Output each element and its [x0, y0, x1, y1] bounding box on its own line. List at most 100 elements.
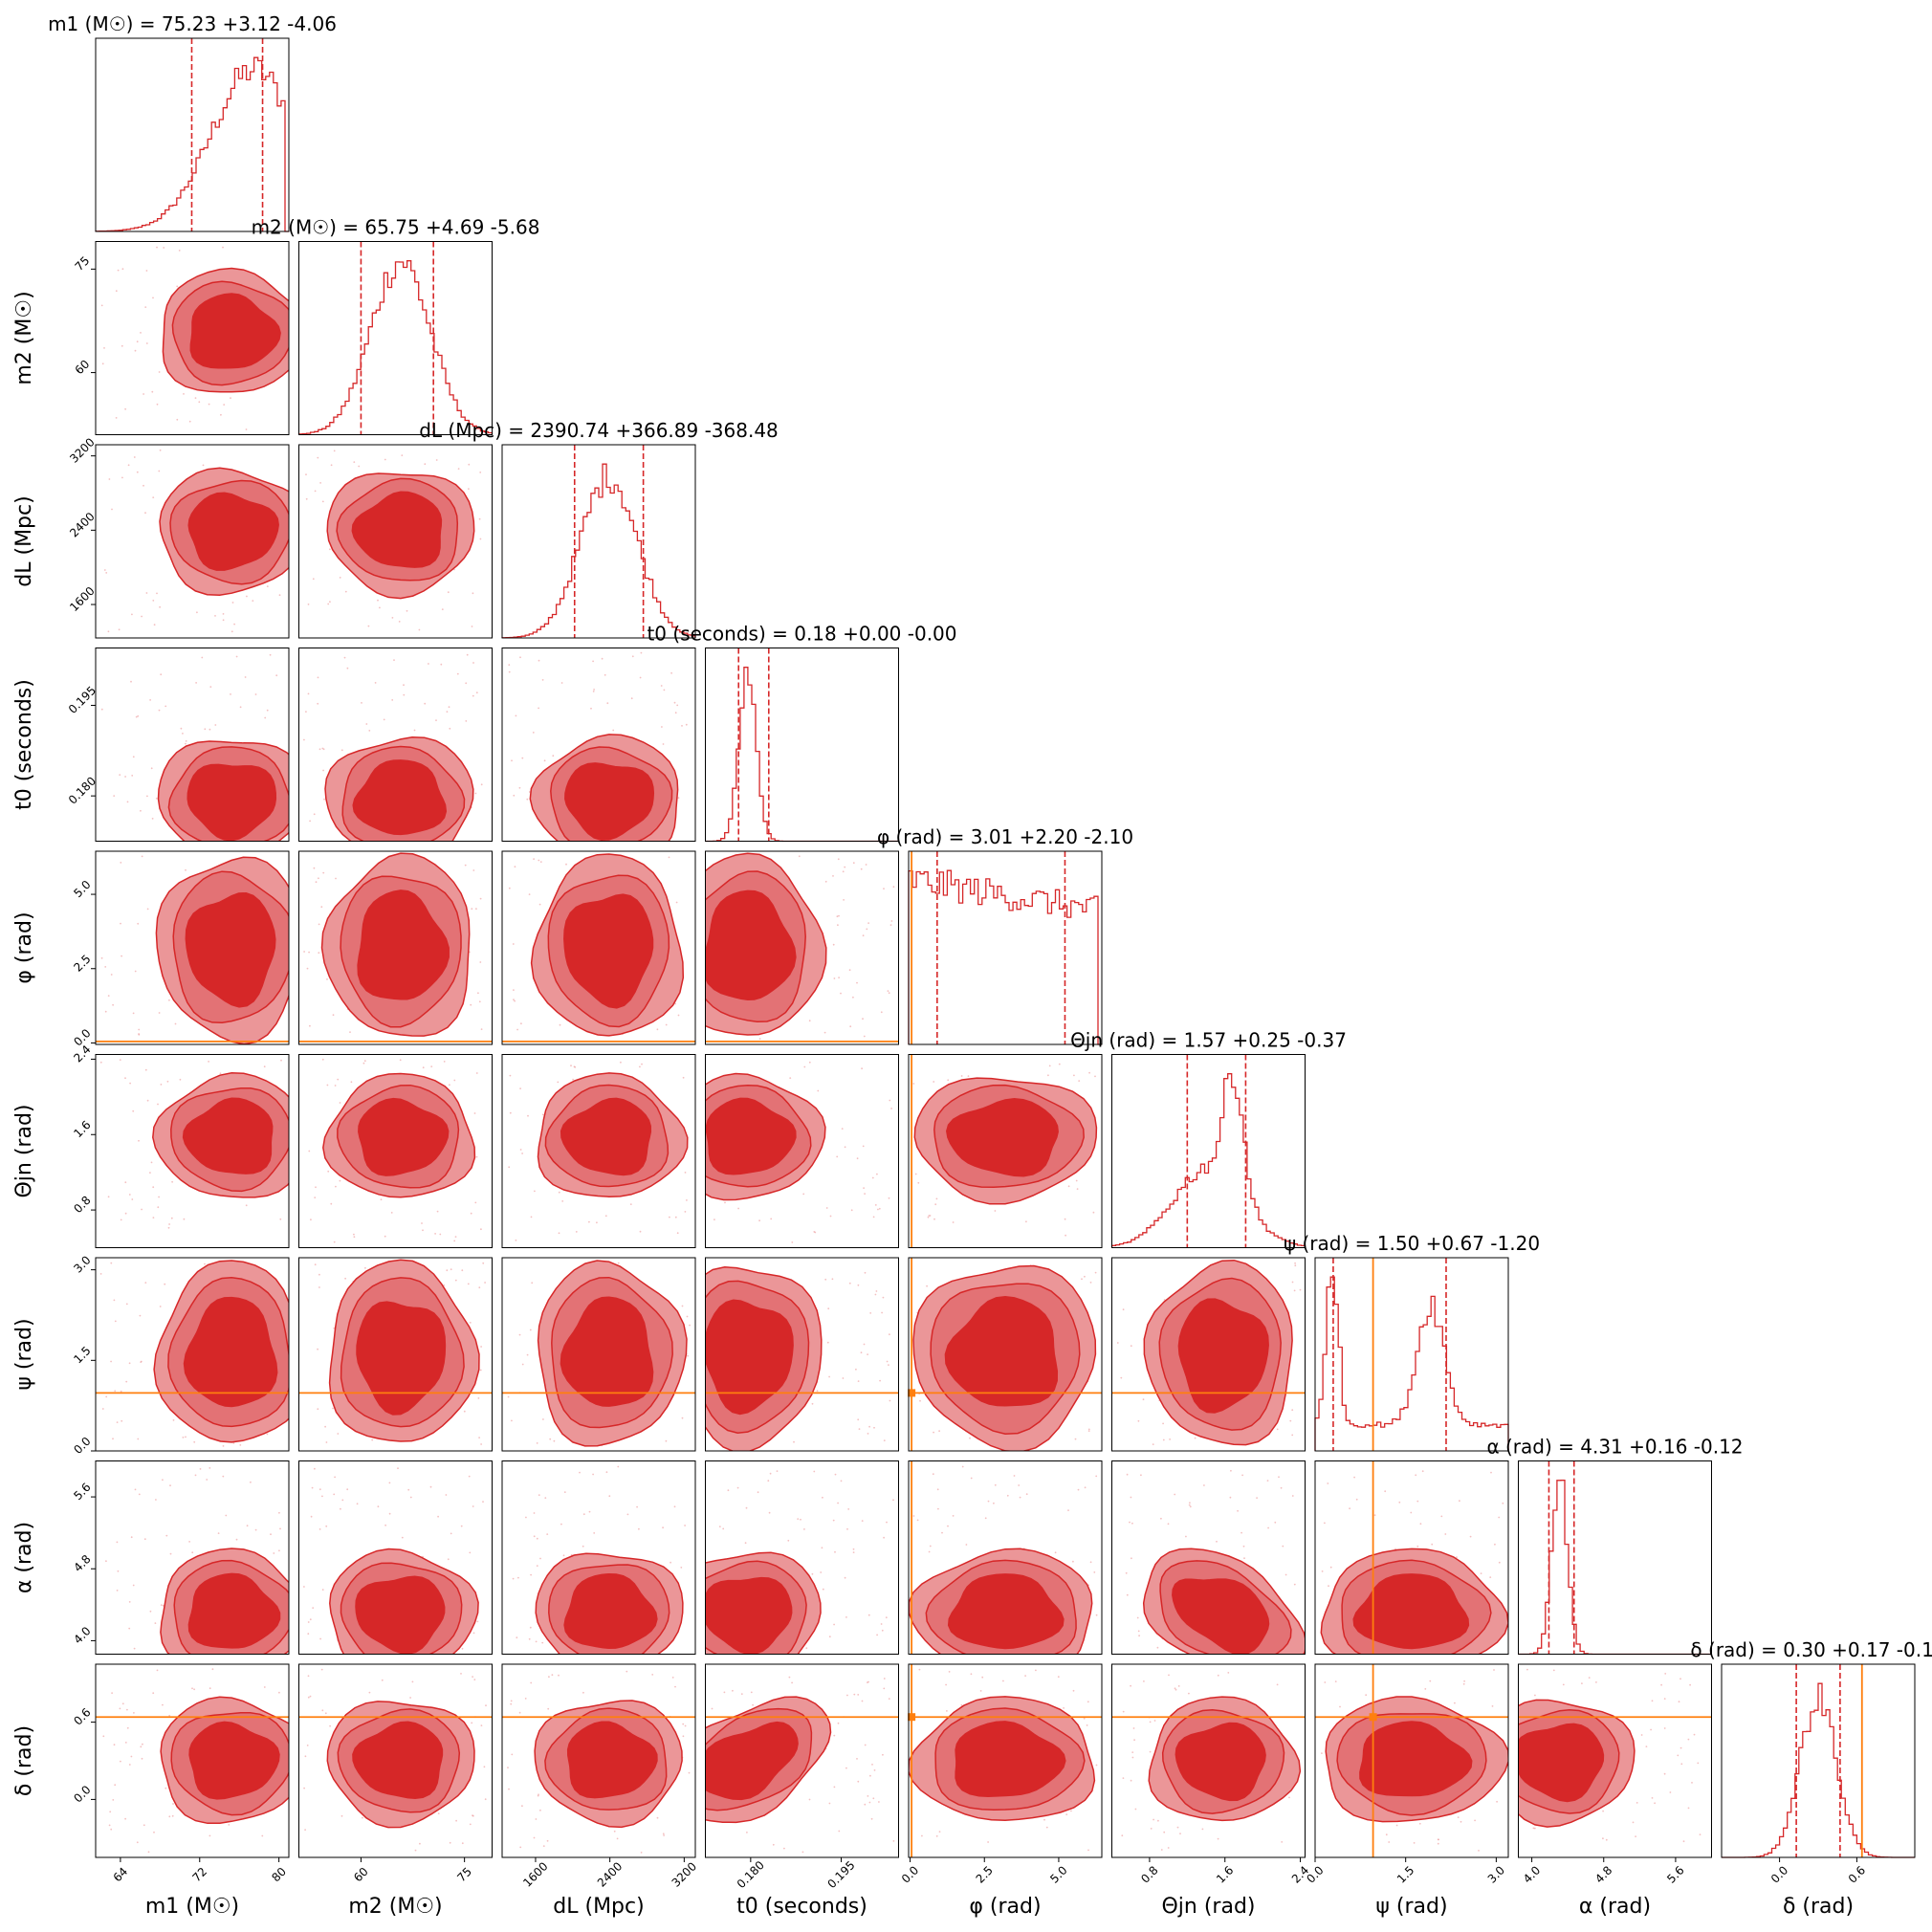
scatter-point	[802, 1193, 805, 1196]
scatter-point	[808, 1061, 811, 1064]
x-tick-label: 1.6	[1214, 1863, 1236, 1885]
scatter-point	[118, 628, 121, 631]
scatter-point	[1691, 1782, 1693, 1784]
scatter-point	[1654, 1802, 1656, 1805]
contour-panel-4-3	[705, 850, 899, 1045]
scatter-point	[842, 1377, 845, 1379]
scatter-point	[149, 1610, 152, 1613]
scatter-point	[222, 246, 224, 249]
scatter-point	[1460, 1820, 1462, 1823]
scatter-point	[803, 1065, 806, 1068]
contour-inner	[560, 1296, 654, 1407]
scatter-point	[116, 1541, 119, 1544]
scatter-point	[422, 1229, 424, 1232]
scatter-point	[377, 599, 379, 602]
scatter-point	[471, 626, 473, 627]
contour-panel-2-1	[298, 444, 493, 639]
scatter-point	[518, 1711, 521, 1714]
scatter-point	[948, 1671, 951, 1673]
scatter-point	[472, 1632, 475, 1635]
contour-inner	[1352, 1573, 1470, 1650]
scatter-point	[515, 714, 517, 717]
scatter-point	[172, 1419, 175, 1421]
scatter-point	[1339, 1705, 1341, 1708]
hist-panel-0: m1 (M☉) = 75.23 +3.12 -4.06	[48, 12, 337, 232]
panel-background	[705, 648, 899, 842]
scatter-point	[582, 1513, 585, 1516]
scatter-point	[361, 702, 362, 704]
scatter-point	[1006, 1494, 1009, 1497]
scatter-point	[435, 459, 438, 461]
x-tick-label: 5.0	[1047, 1863, 1069, 1885]
scatter-point	[340, 749, 343, 752]
scatter-point	[409, 1697, 411, 1699]
scatter-point	[170, 1217, 173, 1219]
scatter-point	[543, 759, 546, 762]
scatter-point	[1122, 1710, 1125, 1713]
scatter-point	[321, 1709, 324, 1712]
scatter-point	[507, 1395, 510, 1398]
scatter-point	[1188, 1504, 1191, 1506]
scatter-point	[327, 603, 330, 605]
scatter-point	[112, 1438, 114, 1440]
scatter-point	[143, 1538, 146, 1541]
scatter-point	[883, 888, 885, 889]
scatter-point	[162, 1479, 164, 1482]
scatter-point	[128, 1764, 131, 1766]
scatter-point	[933, 1431, 934, 1434]
x-tick-label: 5.6	[1664, 1863, 1686, 1885]
contour-group	[160, 1696, 289, 1825]
scatter-point	[1299, 1288, 1302, 1291]
panel-title-4: φ (rad) = 3.01 +2.20 -2.10	[877, 825, 1133, 848]
panel-title-8: δ (rad) = 0.30 +0.17 -0.17	[1690, 1638, 1932, 1661]
scatter-point	[662, 1526, 664, 1529]
scatter-point	[1018, 1484, 1021, 1486]
scatter-point	[130, 1536, 133, 1539]
scatter-point	[314, 1467, 316, 1470]
contour-inner	[187, 763, 277, 842]
scatter-point	[862, 934, 865, 937]
scatter-point	[1324, 1522, 1326, 1525]
scatter-point	[182, 733, 184, 735]
contour-panel-6-1	[298, 1257, 493, 1452]
scatter-point	[1602, 1810, 1604, 1812]
scatter-point	[321, 1495, 323, 1498]
scatter-point	[757, 1491, 759, 1494]
scatter-point	[542, 1418, 544, 1420]
scatter-point	[448, 706, 450, 709]
scatter-point	[1493, 1669, 1495, 1671]
scatter-point	[136, 471, 139, 473]
scatter-point	[811, 1402, 814, 1405]
scatter-point	[984, 1517, 987, 1520]
scatter-point	[193, 1688, 196, 1691]
scatter-point	[852, 996, 854, 999]
scatter-point	[377, 1505, 380, 1508]
scatter-point	[169, 1484, 171, 1487]
scatter-point	[120, 1760, 121, 1763]
contour-group	[152, 1072, 289, 1198]
scatter-point	[867, 1433, 869, 1435]
scatter-point	[538, 859, 540, 862]
scatter-point	[321, 1058, 324, 1061]
scatter-point	[1168, 1674, 1170, 1677]
scatter-point	[482, 1262, 485, 1264]
scatter-point	[317, 676, 319, 679]
contour-group	[1143, 1259, 1293, 1446]
scatter-point	[1293, 1583, 1296, 1586]
scatter-point	[677, 1014, 680, 1017]
scatter-point	[319, 482, 321, 484]
scatter-point	[651, 1674, 654, 1676]
scatter-point	[124, 1817, 127, 1820]
scatter-point	[356, 1503, 359, 1505]
scatter-point	[888, 992, 890, 995]
scatter-point	[140, 332, 142, 334]
panel-background	[1315, 1258, 1508, 1451]
y-axis-label-1: m2 (M☉)	[12, 291, 36, 384]
scatter-point	[882, 1296, 885, 1299]
contour-inner	[351, 491, 443, 568]
panel-frame	[95, 241, 290, 435]
scatter-point	[333, 1493, 336, 1496]
scatter-point	[304, 1829, 306, 1831]
scatter-point	[1677, 1754, 1680, 1757]
scatter-point	[155, 1499, 157, 1501]
